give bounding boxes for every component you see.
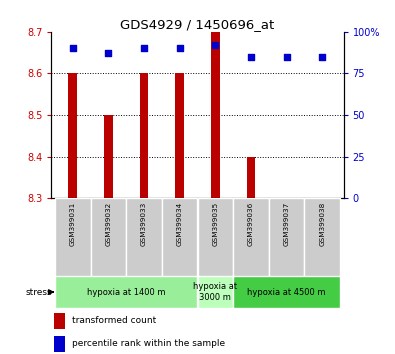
Bar [269, 198, 305, 276]
Title: GDS4929 / 1450696_at: GDS4929 / 1450696_at [120, 18, 275, 31]
Bar [198, 198, 233, 276]
Bar [162, 198, 198, 276]
Bar [198, 276, 233, 308]
Point [212, 42, 218, 48]
Text: GSM399036: GSM399036 [248, 202, 254, 246]
Bar [233, 276, 340, 308]
Bar [55, 198, 90, 276]
Text: hypoxia at
3000 m: hypoxia at 3000 m [193, 282, 237, 302]
Point [70, 46, 76, 51]
Point [319, 54, 325, 59]
Bar [175, 74, 184, 198]
Text: GSM399034: GSM399034 [177, 202, 182, 246]
Text: transformed count: transformed count [72, 316, 156, 325]
Point [141, 46, 147, 51]
Point [177, 46, 183, 51]
Bar [305, 198, 340, 276]
Text: stress: stress [25, 287, 52, 297]
Text: percentile rank within the sample: percentile rank within the sample [72, 339, 225, 348]
Text: hypoxia at 1400 m: hypoxia at 1400 m [87, 287, 166, 297]
Bar [55, 276, 198, 308]
Bar [211, 32, 220, 198]
Bar [90, 198, 126, 276]
Bar [104, 115, 113, 198]
Text: hypoxia at 4500 m: hypoxia at 4500 m [247, 287, 326, 297]
Text: GSM399038: GSM399038 [319, 202, 325, 246]
Text: GSM399031: GSM399031 [70, 202, 76, 246]
Bar [68, 74, 77, 198]
Point [284, 54, 290, 59]
Text: GSM399037: GSM399037 [284, 202, 290, 246]
Text: GSM399033: GSM399033 [141, 202, 147, 246]
Bar [54, 313, 64, 329]
Text: GSM399032: GSM399032 [105, 202, 111, 246]
Bar [54, 336, 64, 352]
Bar [233, 198, 269, 276]
Bar [246, 157, 256, 198]
Bar [126, 198, 162, 276]
Point [105, 51, 111, 56]
Point [248, 54, 254, 59]
Text: GSM399035: GSM399035 [213, 202, 218, 246]
Bar [139, 74, 149, 198]
